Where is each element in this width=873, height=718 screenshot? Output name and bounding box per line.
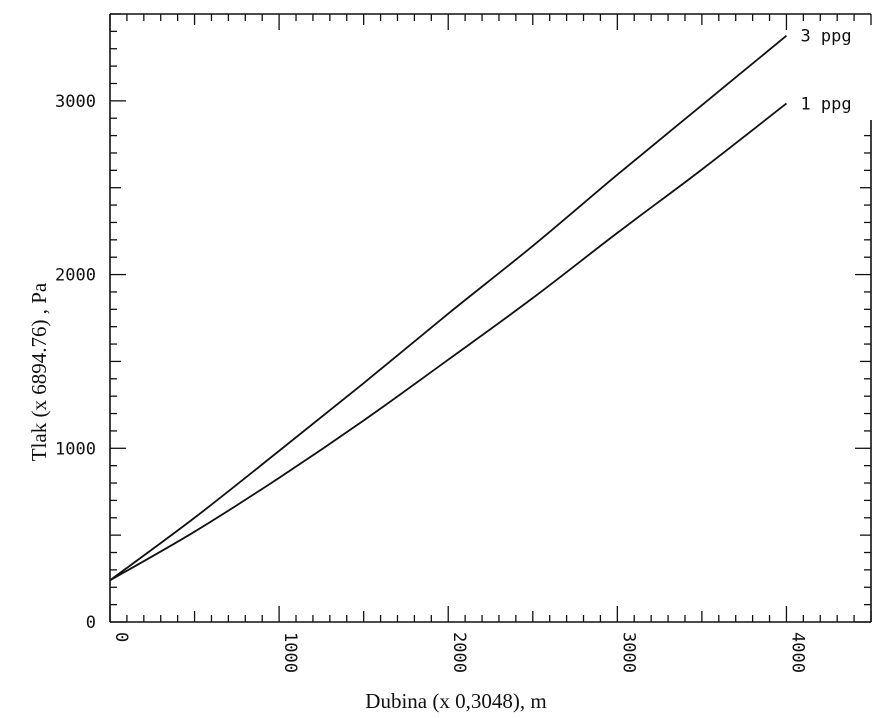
series-line	[109, 102, 787, 582]
series-label: 1 ppg	[800, 94, 851, 114]
y-tick-label: 3000	[55, 92, 96, 112]
series-label: 3 ppg	[800, 27, 851, 47]
series-labels: 3 ppg 1 ppg	[800, 27, 851, 115]
axis-ticks	[109, 13, 872, 623]
x-tick-label: 1000	[280, 632, 300, 673]
x-axis-title: Dubina (x 0,3048), m	[365, 689, 546, 713]
y-tick-labels: 0 1000 2000 3000	[55, 92, 96, 633]
y-tick-label: 1000	[55, 439, 96, 459]
series-line	[109, 35, 788, 582]
y-tick-label: 2000	[55, 266, 96, 286]
x-tick-label: 3000	[618, 632, 638, 673]
plot-frame	[109, 13, 872, 623]
y-axis-title: Tlak (x 6894.76) , Pa	[27, 282, 51, 461]
series-lines	[109, 35, 788, 582]
x-tick-label: 4000	[787, 632, 807, 673]
x-tick-label: 0	[111, 632, 131, 642]
x-tick-labels: 0 1000 2000 3000 4000	[111, 632, 807, 673]
x-tick-label: 2000	[449, 632, 469, 673]
y-tick-label: 0	[86, 613, 96, 633]
